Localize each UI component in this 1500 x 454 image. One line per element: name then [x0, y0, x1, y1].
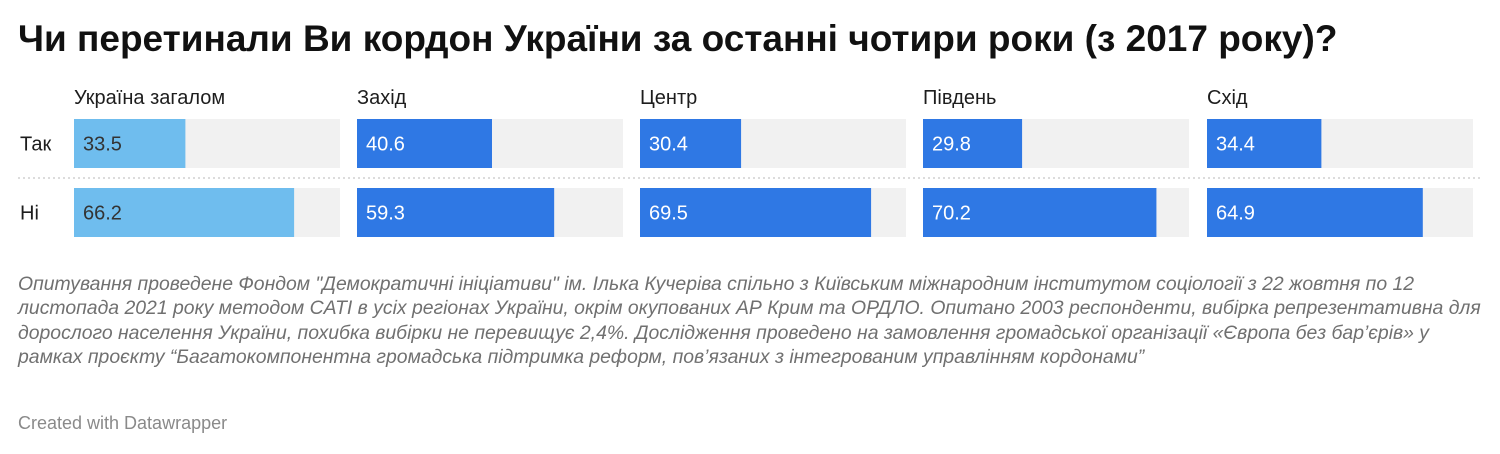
credit-line: Created with Datawrapper — [18, 413, 228, 433]
bar-value-1-0: 40.6 — [366, 134, 405, 156]
bar-value-4-0: 34.4 — [1216, 134, 1255, 156]
bar-value-4-1: 64.9 — [1216, 203, 1255, 225]
bar-3-0 — [923, 119, 1023, 168]
bar-value-1-1: 59.3 — [366, 203, 405, 225]
bar-1-0 — [357, 119, 492, 168]
small-multiples-bar-chart: Так Ні Україна загалом 33.5 66.2 Захід 40.6 59.… — [18, 87, 1480, 237]
bar-3-1 — [923, 188, 1157, 237]
bar-0-1 — [74, 188, 295, 237]
bar-value-2-0: 30.4 — [649, 134, 688, 156]
chart-title: Чи перетинали Ви кордон України за остан… — [18, 18, 1338, 59]
bar-value-2-1: 69.5 — [649, 203, 688, 225]
bar-4-1 — [1207, 188, 1423, 237]
bar-value-0-1: 66.2 — [83, 203, 122, 225]
panel-title-4: Схід — [1207, 87, 1248, 109]
panel-title-1: Захід — [357, 87, 407, 109]
row-label-1: Ні — [20, 203, 39, 225]
row-label-0: Так — [20, 134, 51, 156]
bar-2-0 — [640, 119, 742, 168]
bar-0-0 — [74, 119, 186, 168]
bar-value-0-0: 33.5 — [83, 134, 122, 156]
bar-value-3-0: 29.8 — [932, 134, 971, 156]
bar-value-3-1: 70.2 — [932, 203, 971, 225]
bar-1-1 — [357, 188, 555, 237]
bar-4-0 — [1207, 119, 1322, 168]
panel-title-3: Південь — [923, 87, 996, 109]
bar-2-1 — [640, 188, 872, 237]
panel-title-2: Центр — [640, 87, 697, 109]
chart-notes: Опитування проведене Фондом "Демократичн… — [18, 273, 1481, 369]
panel-title-0: Україна загалом — [74, 87, 225, 109]
